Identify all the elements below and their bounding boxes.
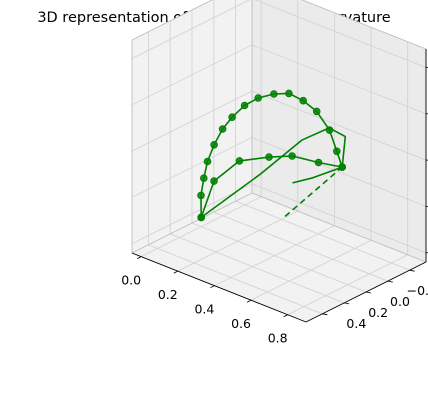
y-tick-label: 0.4	[346, 316, 366, 331]
data-point	[312, 107, 321, 116]
z-gridline	[254, 0, 427, 68]
data-point	[203, 157, 212, 166]
data-point	[210, 177, 218, 185]
data-point	[314, 158, 323, 167]
data-point	[235, 157, 244, 165]
x-axis-line	[131, 252, 307, 323]
z-gridline	[251, 44, 427, 115]
x-tick-mark	[210, 285, 215, 289]
axes-panes	[132, 0, 426, 322]
series-line-2	[200, 127, 347, 219]
data-point	[200, 174, 208, 182]
y-tick-mark	[387, 280, 393, 283]
y-gridline	[191, 222, 367, 293]
data-point	[299, 96, 308, 105]
data-point	[228, 113, 236, 121]
x-tick-label: 0.8	[268, 331, 288, 346]
pane-edge	[131, 192, 253, 254]
series-line-4	[284, 166, 343, 218]
z-gridline	[251, 137, 427, 207]
data-point	[218, 125, 227, 133]
x-tick-label: 0.2	[158, 287, 178, 302]
y-gridline	[170, 233, 345, 304]
series-line-0	[200, 92, 343, 218]
x-tick-label: 0.6	[231, 316, 251, 331]
axes-grid	[131, 0, 427, 316]
plot-area	[197, 89, 347, 222]
x-tick-mark	[246, 299, 252, 303]
z-gridline	[131, 0, 250, 59]
z-gridline	[131, 183, 253, 245]
x-tick-mark	[173, 270, 178, 274]
x-tick-label: 0.4	[194, 302, 214, 317]
y-tick-mark	[344, 302, 350, 305]
y-tick-label: 0.0	[390, 294, 410, 309]
data-point	[285, 89, 293, 98]
x-tick-mark	[283, 314, 288, 318]
data-point	[270, 90, 278, 98]
y-gridline	[235, 200, 410, 271]
y-tick-mark	[322, 313, 328, 316]
pane-edge	[131, 0, 214, 41]
data-point	[210, 141, 218, 149]
y-gridline	[213, 211, 388, 282]
pane-edge	[251, 192, 427, 263]
y-tick-label: 0.2	[368, 305, 388, 320]
tick-labels: 0.00.20.40.60.8−0.4−0.20.00.20.40.00.10.…	[121, 67, 428, 346]
z-gridline	[131, 44, 253, 106]
data-point	[240, 101, 249, 110]
x-tick-mark	[136, 256, 142, 259]
back-pane	[252, 0, 426, 262]
y-tick-mark	[409, 269, 415, 272]
z-gridline	[131, 137, 253, 198]
data-point	[265, 153, 273, 161]
data-point	[254, 94, 263, 102]
axis-lines	[131, 0, 427, 323]
y-gridline	[148, 244, 323, 315]
z-gridline	[251, 90, 427, 161]
series-line-3	[292, 166, 343, 184]
y-tick-label: −0.2	[407, 283, 428, 298]
data-point	[197, 191, 205, 200]
y-tick-mark	[365, 291, 372, 294]
x-tick-label: 0.0	[121, 273, 141, 288]
pane-edge	[301, 0, 427, 50]
data-point	[333, 147, 341, 156]
data-point	[288, 152, 296, 160]
z-gridline	[251, 183, 427, 254]
z-gridline	[131, 90, 253, 152]
